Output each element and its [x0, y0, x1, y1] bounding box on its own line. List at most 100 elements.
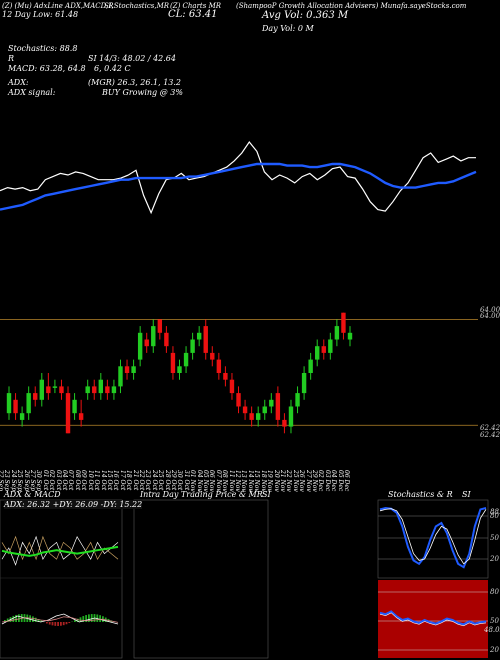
candle-body-44 — [295, 393, 300, 407]
macd-bar-15 — [46, 622, 48, 624]
candle-body-40 — [269, 399, 274, 407]
macd-bar-13 — [40, 620, 43, 622]
candle-body-49 — [328, 339, 333, 353]
candle-body-7 — [52, 386, 58, 388]
macd-bar-0 — [4, 620, 6, 622]
stoch-d-line — [379, 508, 487, 565]
candle-body-38 — [255, 413, 261, 420]
macd-bar-18 — [54, 622, 57, 626]
macd-bar-12 — [37, 619, 40, 622]
candle-body-15 — [105, 386, 110, 394]
candle-body-39 — [262, 406, 267, 414]
stoch-panel-si: SI — [462, 490, 471, 499]
macd-bar-27 — [79, 617, 82, 622]
candle-body-13 — [92, 386, 97, 394]
candle-body-34 — [229, 379, 235, 394]
candle-body-17 — [118, 366, 123, 387]
stoch-panel-title: Stochastics & R — [388, 490, 453, 499]
adx-mgr-text: (MGR) 26.3, 26.1, 13.2 — [88, 78, 181, 87]
macd-bar-19 — [57, 622, 59, 626]
macd-bar-1 — [6, 618, 9, 622]
candle-body-50 — [334, 326, 340, 340]
candle-body-27 — [183, 352, 189, 367]
candle-body-8 — [59, 386, 64, 394]
macd-text2: 6, 0.42 C — [94, 64, 131, 73]
macd-bar-9 — [29, 615, 31, 622]
day-low: 12 Day Low: 61.48 — [2, 10, 79, 19]
adx-panel-title: ADX & MACD — [4, 490, 61, 499]
header-top-right: (ShampooP Growth Allocation Advisers) Mu… — [236, 2, 467, 10]
macd-line — [1, 613, 119, 625]
date-label: 06 Dec — [343, 470, 350, 492]
rsi-tick-50: 50 — [490, 617, 499, 625]
stoch-text: Stochastics: 88.8 — [8, 44, 78, 53]
moving-average-line — [0, 162, 477, 211]
day-vol: Day Vol: 0 M — [262, 24, 314, 33]
candle-body-51 — [341, 312, 346, 333]
macd-bar-23 — [68, 622, 71, 624]
candle-body-5 — [39, 379, 44, 400]
candle-body-3 — [26, 393, 31, 414]
candle-body-0 — [6, 393, 12, 414]
indicator-line — [0, 140, 476, 215]
candle-body-29 — [196, 332, 202, 340]
avg-vol: Avg Vol: 0.363 M — [262, 10, 349, 21]
candle-body-21 — [144, 339, 149, 347]
intraday-panel-frame — [133, 499, 269, 659]
macd-bar-4 — [15, 614, 17, 622]
macd-bar-33 — [96, 614, 99, 622]
candle-body-26 — [177, 366, 182, 373]
macd-bar-26 — [76, 618, 79, 622]
adx-text: ADX: — [8, 78, 29, 87]
candle-body-42 — [282, 419, 287, 427]
price-label-bot1: 62.42 — [480, 424, 500, 432]
adx-signal-text: ADX signal: — [8, 88, 56, 97]
stoch-k-line — [379, 506, 487, 569]
stoch-tick-20: 20 — [490, 555, 499, 563]
candle-body-4 — [33, 393, 38, 400]
macd-bar-30 — [88, 614, 90, 622]
price-label-bot2: 62.42 — [480, 431, 500, 439]
si-text: SI 14/3: 48.02 / 42.64 — [88, 54, 176, 63]
candle-body-45 — [301, 373, 307, 394]
candle-body-10 — [72, 399, 77, 414]
candle-body-24 — [164, 332, 169, 347]
macd-bar-34 — [99, 615, 101, 622]
macd-bar-16 — [48, 622, 51, 625]
candle-body-47 — [315, 346, 320, 360]
intraday-panel-si: SI — [262, 490, 271, 499]
macd-bar-28 — [82, 616, 85, 622]
header-top-mid2: (Z) Charts MR — [170, 2, 222, 10]
stoch-tag: 88.8 — [490, 508, 500, 516]
macd-bar-21 — [62, 622, 65, 626]
price-label-top1: 64.00 — [480, 306, 500, 314]
macd-bar-22 — [65, 622, 68, 625]
candle-body-6 — [46, 386, 51, 394]
rsi-tag: 48.02 — [484, 626, 500, 634]
macd-bar-29 — [85, 615, 87, 622]
candle-body-16 — [111, 386, 117, 394]
macd-bar-10 — [32, 616, 34, 622]
candle-body-33 — [223, 373, 228, 380]
adx-panel-frame — [0, 499, 123, 659]
stoch-tick-50: 50 — [490, 534, 499, 542]
price-label-top2: 64.00 — [480, 312, 500, 320]
candle-body-11 — [78, 413, 84, 420]
candle-body-43 — [288, 406, 294, 427]
macd-bar-31 — [90, 614, 93, 622]
buy-signal-text: BUY Growing @ 3% — [102, 88, 183, 97]
candle-body-25 — [170, 352, 176, 373]
rsi-line — [379, 610, 487, 626]
candle-body-12 — [85, 386, 90, 394]
macd-text: MACD: 63.28, 64.8 — [8, 64, 86, 73]
candle-body-22 — [151, 326, 156, 347]
rsi-signal-line — [379, 612, 487, 627]
adx-line — [1, 545, 119, 557]
candle-body-18 — [124, 366, 130, 373]
candle-body-31 — [210, 352, 215, 360]
candle-body-2 — [19, 413, 25, 420]
candle-body-32 — [216, 359, 222, 373]
candle-body-36 — [242, 406, 248, 414]
stoch-tick-80: 80 — [490, 512, 499, 520]
